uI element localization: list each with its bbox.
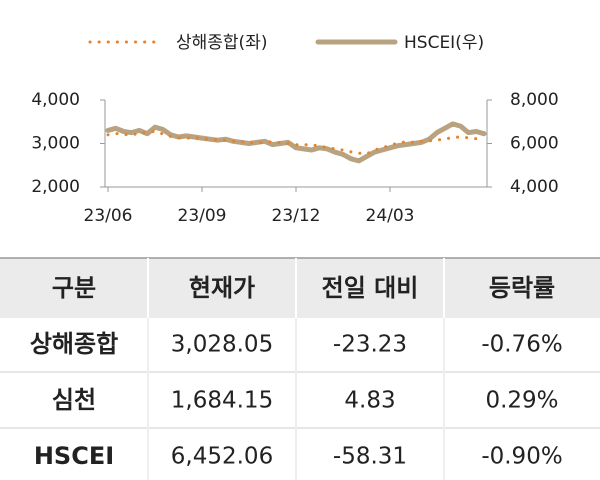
- row-label: 심천: [52, 386, 96, 414]
- table-cell: -0.76%: [481, 332, 562, 358]
- x-tick-label: 23/09: [178, 206, 227, 226]
- table-header-bg: [0, 258, 600, 318]
- legend-label: HSCEI(우): [404, 33, 484, 53]
- table-cell: -23.23: [333, 332, 407, 358]
- row-label: 상해종합: [30, 330, 118, 358]
- table-header-cell: 구분: [52, 274, 96, 302]
- table-cell: -0.90%: [481, 444, 562, 470]
- row-label: HSCEI: [34, 442, 114, 470]
- x-tick-label: 23/06: [84, 206, 133, 226]
- y-tick-label: 2,000: [31, 177, 80, 197]
- table-header-cell: 등락률: [489, 274, 555, 302]
- x-tick-label: 24/03: [366, 206, 415, 226]
- y2-tick-label: 6,000: [510, 134, 559, 154]
- y2-tick-label: 8,000: [510, 90, 559, 110]
- line-series: [106, 129, 486, 156]
- table-cell: 4.83: [344, 388, 395, 414]
- table-cell: 0.29%: [485, 388, 558, 414]
- table-header-cell: 전일 대비: [322, 274, 419, 302]
- table-cell: 1,684.15: [171, 388, 273, 414]
- y-tick-label: 3,000: [31, 134, 80, 154]
- line-series: [105, 121, 487, 164]
- x-tick-label: 23/12: [272, 206, 321, 226]
- y2-tick-label: 4,000: [510, 177, 559, 197]
- table-cell: -58.31: [333, 444, 407, 470]
- table-cell: 6,452.06: [171, 444, 273, 470]
- y-tick-label: 4,000: [31, 90, 80, 110]
- table-cell: 3,028.05: [171, 332, 273, 358]
- table-header-cell: 현재가: [189, 274, 255, 302]
- legend-label: 상해종합(좌): [176, 33, 267, 53]
